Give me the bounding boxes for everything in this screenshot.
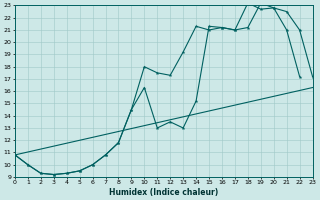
X-axis label: Humidex (Indice chaleur): Humidex (Indice chaleur) [109, 188, 218, 197]
